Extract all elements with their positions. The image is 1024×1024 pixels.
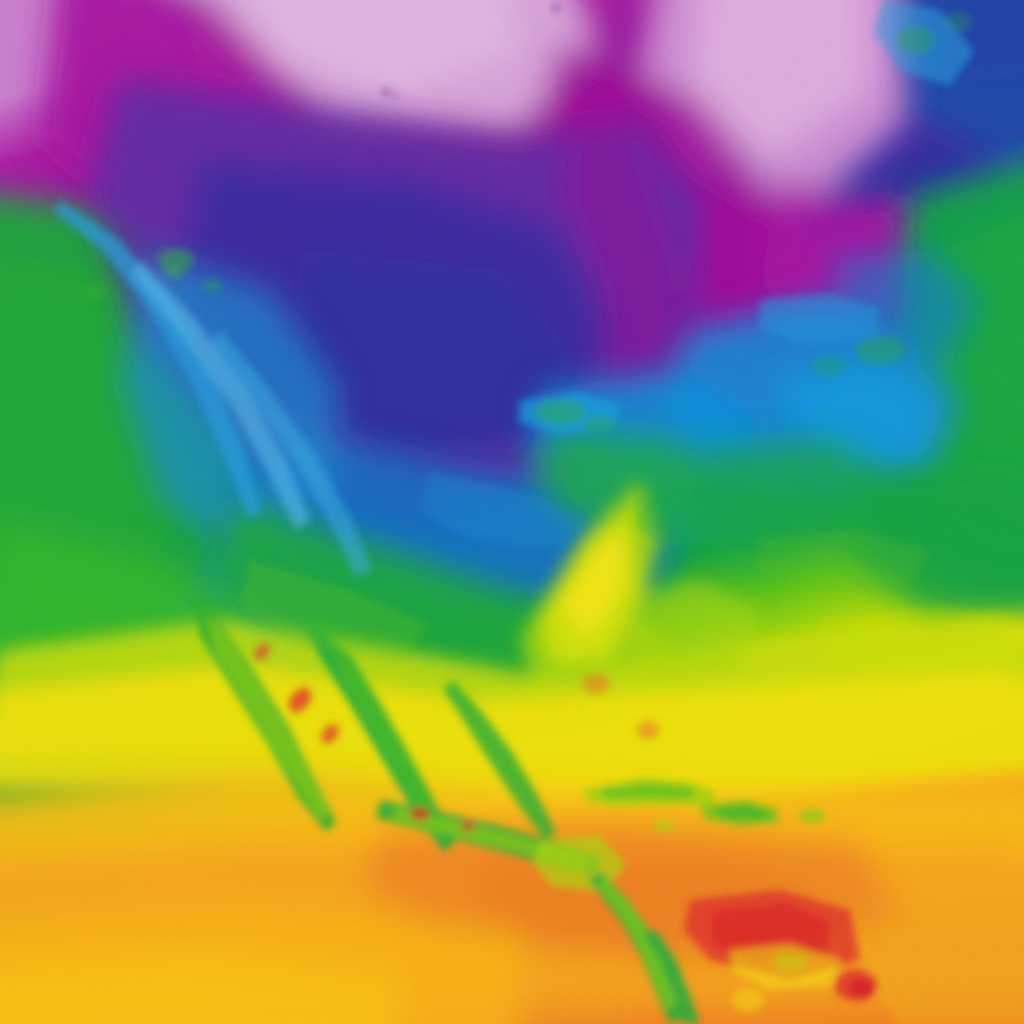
temperature-map-canvas: 2 m Air Temperature Analysis — North & C… [0,0,1024,1024]
temperature-raster [0,0,1024,1024]
